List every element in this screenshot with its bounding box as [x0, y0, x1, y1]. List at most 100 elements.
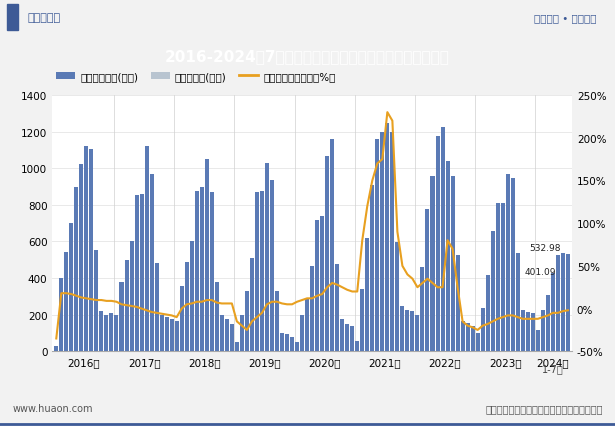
Bar: [491, 273, 494, 351]
Bar: [105, 328, 108, 351]
Bar: [350, 336, 354, 351]
Bar: [74, 251, 78, 351]
Bar: [410, 312, 415, 351]
Bar: [295, 346, 299, 351]
Bar: [360, 290, 364, 351]
Bar: [89, 217, 93, 351]
Bar: [295, 343, 299, 351]
Bar: [556, 255, 560, 351]
Text: 2016-2024年7月内蒙古自治区房地产投资额及住宅投资额: 2016-2024年7月内蒙古自治区房地产投资额及住宅投资额: [165, 49, 450, 64]
Bar: [109, 329, 114, 351]
Bar: [160, 328, 164, 351]
Bar: [109, 313, 114, 351]
Bar: [440, 200, 445, 351]
Bar: [195, 244, 199, 351]
Bar: [510, 239, 515, 351]
Legend: 房地产投资额(亿元), 住宅投资额(亿元), 房地产投资额增速（%）: 房地产投资额(亿元), 住宅投资额(亿元), 房地产投资额增速（%）: [52, 68, 339, 86]
Bar: [135, 196, 138, 351]
Bar: [375, 140, 379, 351]
Bar: [566, 254, 570, 351]
Bar: [154, 264, 159, 351]
Bar: [300, 328, 304, 351]
Bar: [391, 204, 394, 351]
Bar: [521, 310, 525, 351]
Bar: [210, 246, 214, 351]
Bar: [475, 340, 480, 351]
Bar: [230, 325, 234, 351]
Bar: [386, 199, 389, 351]
Bar: [506, 235, 510, 351]
Bar: [305, 299, 309, 351]
Bar: [205, 224, 208, 351]
Bar: [506, 175, 510, 351]
Bar: [235, 346, 239, 351]
Bar: [230, 334, 234, 351]
Bar: [365, 277, 369, 351]
Bar: [486, 275, 490, 351]
Bar: [200, 242, 204, 351]
Bar: [325, 222, 329, 351]
Bar: [260, 244, 264, 351]
Bar: [380, 133, 384, 351]
Bar: [496, 255, 500, 351]
Bar: [59, 310, 63, 351]
Bar: [435, 206, 440, 351]
Bar: [310, 295, 314, 351]
Bar: [59, 279, 63, 351]
Bar: [481, 308, 485, 351]
Bar: [345, 325, 349, 351]
Bar: [170, 319, 173, 351]
Bar: [445, 162, 450, 351]
Bar: [180, 308, 184, 351]
Bar: [124, 260, 129, 351]
Bar: [145, 215, 149, 351]
Bar: [275, 291, 279, 351]
Bar: [270, 239, 274, 351]
Bar: [154, 294, 159, 351]
Bar: [69, 273, 73, 351]
Bar: [7, 6, 18, 31]
Bar: [275, 312, 279, 351]
Bar: [170, 332, 173, 351]
Bar: [386, 124, 389, 351]
Bar: [501, 204, 505, 351]
Bar: [240, 328, 244, 351]
Bar: [426, 210, 429, 351]
Bar: [491, 231, 494, 351]
Bar: [225, 319, 229, 351]
Bar: [84, 147, 89, 351]
Bar: [410, 325, 415, 351]
Bar: [340, 319, 344, 351]
Bar: [526, 313, 530, 351]
Text: 华经情报网: 华经情报网: [28, 13, 61, 23]
Bar: [365, 239, 369, 351]
Bar: [510, 178, 515, 351]
Bar: [340, 331, 344, 351]
Bar: [456, 287, 459, 351]
Bar: [370, 242, 375, 351]
Bar: [375, 210, 379, 351]
Bar: [54, 346, 58, 351]
Bar: [345, 334, 349, 351]
Bar: [395, 279, 399, 351]
Bar: [74, 188, 78, 351]
Bar: [516, 287, 520, 351]
Bar: [305, 317, 309, 351]
Bar: [220, 315, 224, 351]
Bar: [285, 341, 289, 351]
Bar: [541, 325, 545, 351]
Bar: [325, 156, 329, 351]
Bar: [526, 326, 530, 351]
Text: 401.09: 401.09: [525, 268, 556, 276]
Bar: [149, 233, 154, 351]
Bar: [501, 255, 505, 351]
Bar: [100, 311, 103, 351]
Bar: [546, 295, 550, 351]
Bar: [400, 306, 405, 351]
Bar: [451, 235, 454, 351]
Bar: [330, 210, 334, 351]
Bar: [391, 133, 394, 351]
Bar: [521, 325, 525, 351]
Bar: [114, 328, 119, 351]
Bar: [195, 192, 199, 351]
